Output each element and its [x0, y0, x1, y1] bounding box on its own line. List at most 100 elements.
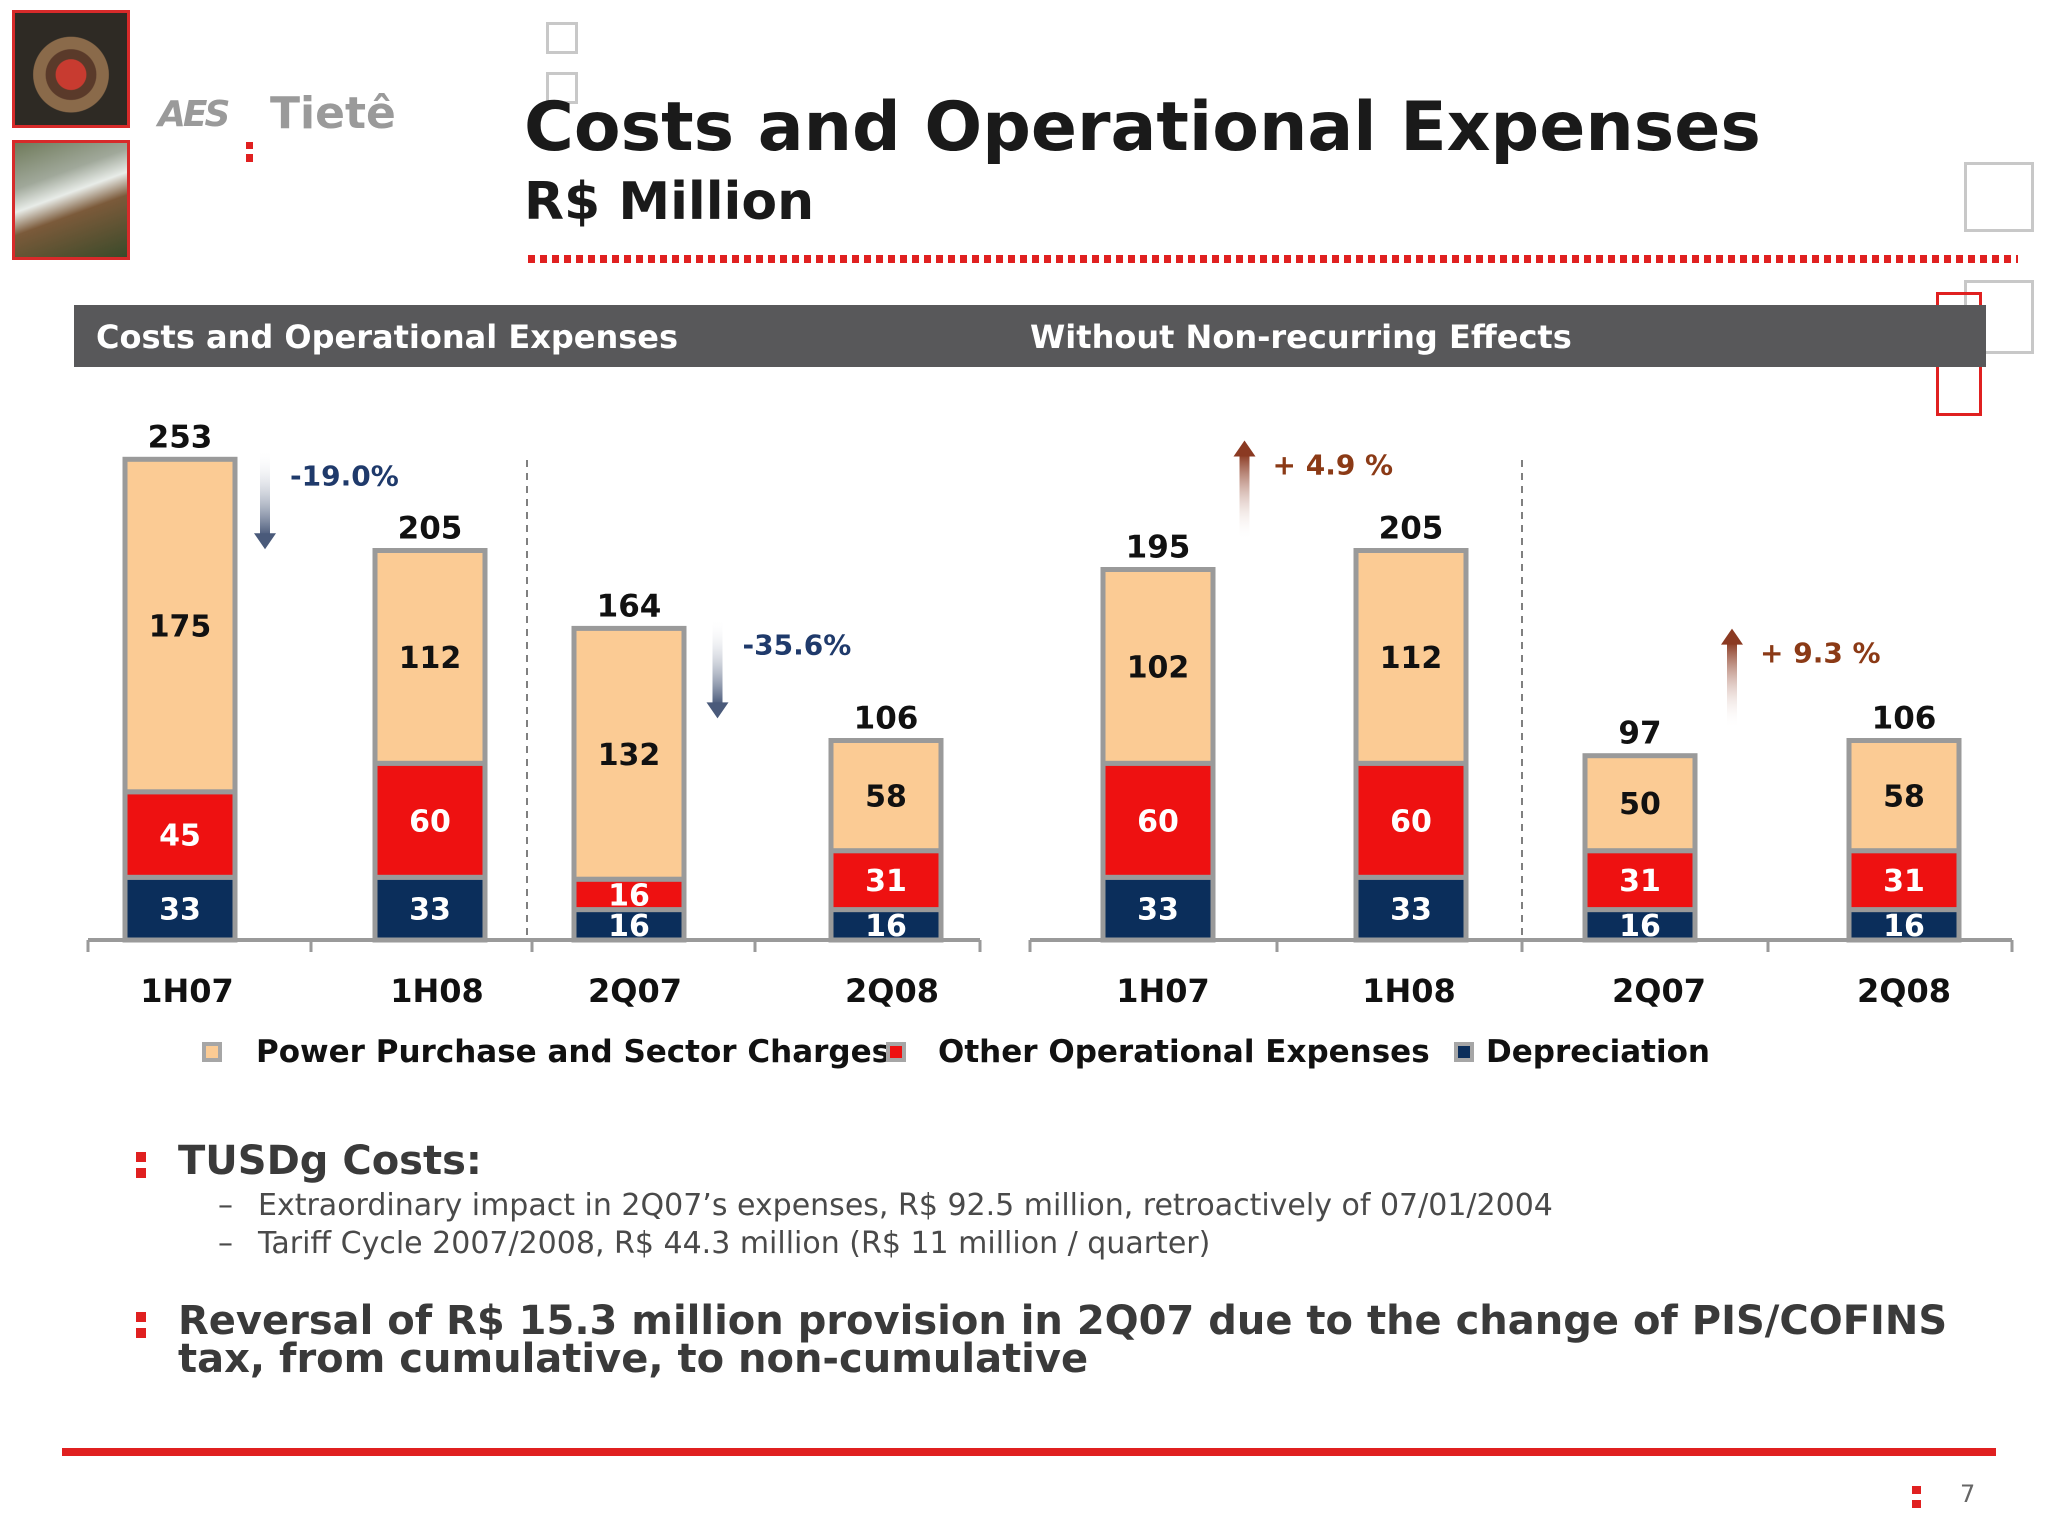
bar-segment-power-purchase — [1353, 548, 1469, 766]
bar-segment-other-expenses — [1582, 848, 1698, 913]
x-tick-label: 2Q08 — [845, 972, 939, 1010]
up-arrow-icon — [1721, 628, 1743, 645]
page-title: Costs and Operational Expenses — [524, 88, 1761, 167]
bar-total-label: 106 — [854, 701, 919, 737]
bar-segment-other-expenses — [1100, 760, 1216, 880]
bar-value-label: 16 — [608, 909, 650, 944]
bar-value-label: 45 — [159, 819, 201, 854]
x-tick-label: 1H07 — [1116, 972, 1210, 1010]
bar-value-label: 50 — [1619, 787, 1661, 822]
bar-segment-power-purchase — [372, 548, 488, 766]
bar-segment-power-purchase — [122, 456, 238, 795]
bar-segment-power-purchase — [571, 625, 687, 882]
bullet-text: Reversal of R$ 15.3 million provision in… — [178, 1298, 1948, 1382]
dam-photo — [12, 140, 130, 260]
dash-icon: – — [218, 1188, 233, 1223]
bar-total-label: 205 — [1379, 511, 1444, 547]
legend-label-depreciation: Depreciation — [1486, 1034, 1710, 1070]
bar-segment-power-purchase — [828, 738, 944, 854]
x-tick-label: 2Q07 — [1612, 972, 1706, 1010]
bar-value-label: 31 — [1619, 864, 1661, 899]
sub-bullet: – Tariff Cycle 2007/2008, R$ 44.3 million… — [218, 1226, 1210, 1261]
legend-label-power: Power Purchase and Sector Charges — [256, 1034, 891, 1070]
bar-value-label: 102 — [1127, 650, 1190, 685]
bar-segment-power-purchase — [1846, 738, 1962, 854]
bar-value-label: 58 — [1883, 780, 1925, 815]
up-arrow-icon — [1233, 440, 1256, 457]
x-tick-label: 1H07 — [140, 972, 234, 1010]
bar-value-label: 16 — [1619, 909, 1661, 944]
bar-segment-depreciation — [1353, 874, 1469, 943]
bar-value-label: 31 — [1883, 864, 1925, 899]
x-tick-label: 2Q08 — [1857, 972, 1951, 1010]
decor-square — [1964, 162, 2034, 232]
title-divider — [528, 255, 2018, 263]
change-arrow-shaft — [712, 618, 723, 705]
bar-value-label: 33 — [409, 893, 451, 928]
change-annotation: + 4.9 % — [1273, 449, 1394, 482]
bar-value-label: 33 — [1137, 893, 1179, 928]
decor-square — [546, 72, 578, 104]
legend-swatch-depreciation — [1454, 1042, 1474, 1062]
legend-label-other: Other Operational Expenses — [938, 1034, 1430, 1070]
bar-segment-power-purchase — [1582, 753, 1698, 854]
bar-value-label: 16 — [1883, 909, 1925, 944]
page-number: 7 — [1960, 1480, 1976, 1508]
bar-value-label: 60 — [409, 804, 451, 839]
sub-bullet-text: Extraordinary impact in 2Q07’s expenses,… — [258, 1188, 1553, 1223]
bar-value-label: 60 — [1137, 804, 1179, 839]
bar-segment-other-expenses — [1353, 760, 1469, 880]
bar-value-label: 33 — [159, 893, 201, 928]
bar-total-label: 106 — [1872, 701, 1937, 737]
bar-value-label: 16 — [608, 878, 650, 913]
section-label-right: Without Non-recurring Effects — [1030, 318, 1572, 356]
logo-name: Tietê — [270, 88, 396, 139]
section-header-bar: Costs and Operational Expenses Without N… — [74, 305, 1986, 367]
legend-item-other: Other Operational Expenses — [886, 1030, 1430, 1074]
bar-value-label: 16 — [865, 909, 907, 944]
bar-value-label: 175 — [149, 610, 212, 645]
x-tick-label: 1H08 — [1362, 972, 1456, 1010]
legend-item-power: Power Purchase and Sector Charges — [202, 1030, 890, 1074]
legend-swatch-power — [202, 1042, 222, 1062]
bar-value-label: 112 — [399, 641, 462, 676]
bar-segment-other-expenses — [571, 876, 687, 913]
sub-bullet-text: Tariff Cycle 2007/2008, R$ 44.3 million … — [258, 1226, 1211, 1261]
x-tick-label: 2Q07 — [588, 972, 682, 1010]
bar-segment-depreciation — [571, 907, 687, 943]
change-annotation: -35.6% — [743, 628, 852, 661]
bar-value-label: 60 — [1390, 804, 1432, 839]
change-arrow-shaft — [1239, 454, 1250, 541]
logo-separator-icon — [246, 142, 253, 162]
bar-total-label: 164 — [597, 588, 662, 624]
dash-icon: – — [218, 1226, 233, 1261]
footer-divider — [62, 1448, 1996, 1456]
x-tick-label: 1H08 — [390, 972, 484, 1010]
bar-value-label: 132 — [598, 738, 661, 773]
bar-total-label: 97 — [1618, 716, 1661, 752]
down-arrow-icon — [706, 702, 729, 719]
bar-total-label: 253 — [148, 419, 213, 455]
legend-swatch-other — [886, 1042, 906, 1062]
change-arrow-shaft — [1727, 642, 1737, 729]
change-annotation: + 9.3 % — [1760, 637, 1881, 670]
bullet-icon — [136, 1152, 146, 1178]
logo-mark: AES — [158, 94, 230, 135]
bullet-icon — [136, 1312, 146, 1338]
decor-square — [546, 22, 578, 54]
section-label-left: Costs and Operational Expenses — [96, 318, 679, 356]
bar-segment-other-expenses — [122, 789, 238, 880]
down-arrow-icon — [254, 533, 276, 550]
turbine-photo — [12, 10, 130, 128]
change-arrow-shaft — [260, 449, 270, 536]
bar-total-label: 205 — [398, 511, 463, 547]
footer-mark-icon — [1912, 1486, 1921, 1508]
sub-bullet: – Extraordinary impact in 2Q07’s expenses… — [218, 1188, 1553, 1223]
bar-value-label: 31 — [865, 864, 907, 899]
page-subtitle: R$ Million — [524, 172, 815, 232]
legend-item-depreciation: Depreciation — [1454, 1030, 1710, 1074]
stacked-bar-charts: 33451752531H0733601122051H0816161321642Q… — [86, 419, 2014, 1010]
bar-total-label: 195 — [1126, 530, 1191, 566]
change-annotation: -19.0% — [290, 459, 399, 492]
bar-value-label: 112 — [1380, 641, 1443, 676]
